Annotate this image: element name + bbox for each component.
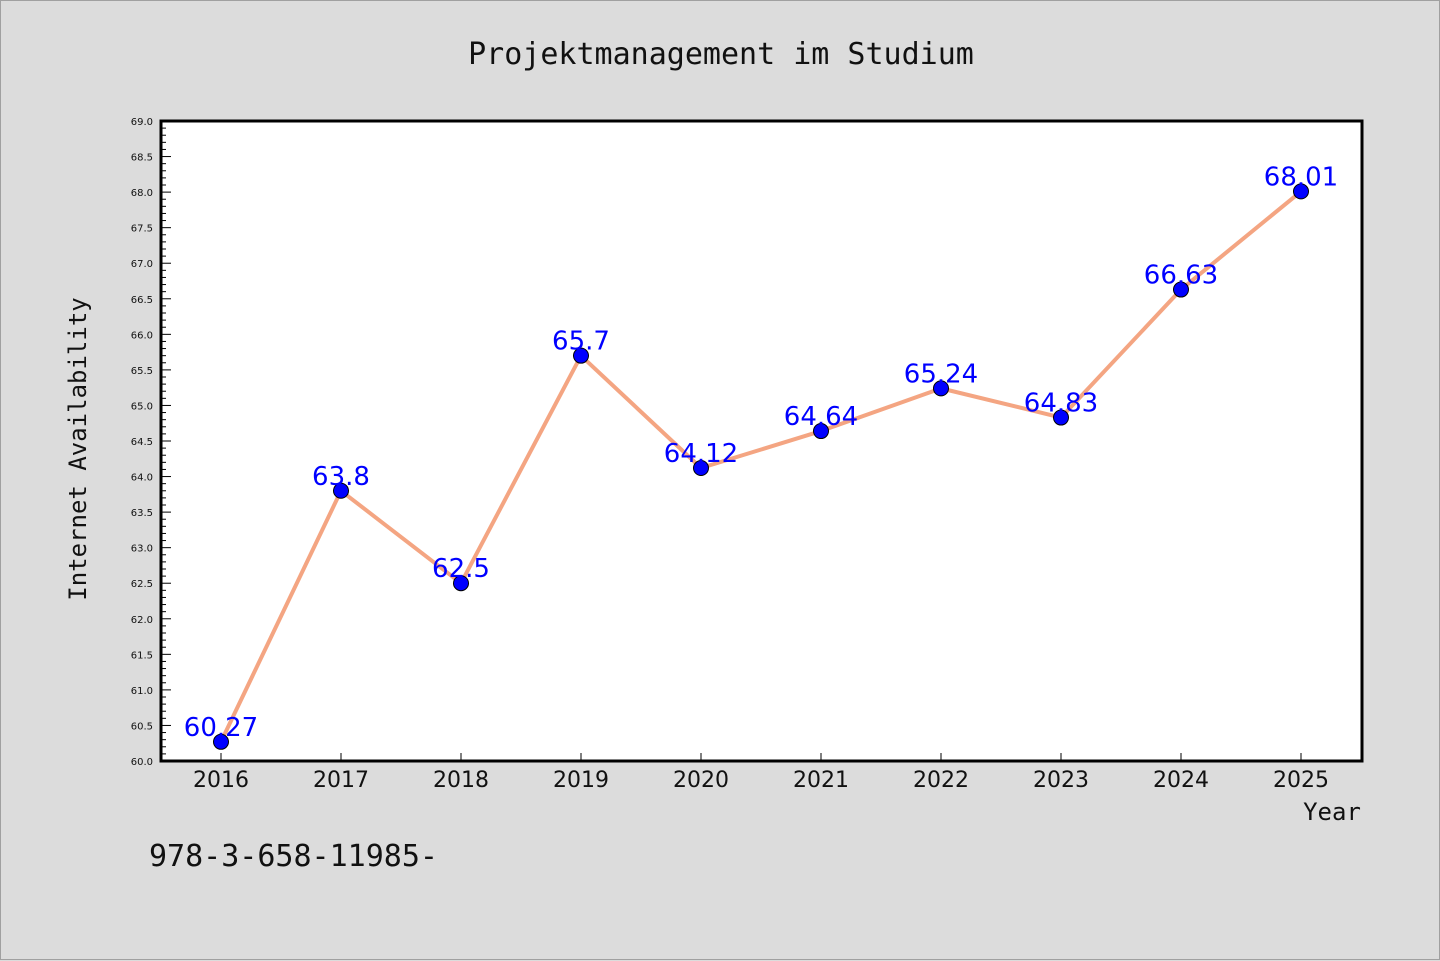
data-label: 66.63: [1144, 261, 1218, 291]
footer-isbn-text: 978-3-658-11985-: [149, 839, 438, 874]
data-point-marker: [1173, 281, 1189, 298]
y-tick-label: 64.0: [131, 473, 153, 484]
y-axis: 60.0 60.5 61.0 61.5 62.0 62.5 63.0 63.5 64.0 64.5…: [131, 117, 171, 768]
x-tick-label: 2021: [793, 768, 849, 793]
data-point-marker: [813, 423, 829, 440]
x-tick-label: 2025: [1273, 768, 1329, 793]
y-tick-label: 63.0: [131, 544, 153, 555]
x-tick-label: 2016: [193, 768, 249, 793]
y-axis-title: Internet Availability: [64, 297, 92, 600]
data-point-marker: [693, 460, 709, 477]
x-axis: 2016 2017 2018 2019 2020 2021 2022 2023 2024 2025: [193, 753, 1329, 793]
x-tick-label: 2024: [1153, 768, 1209, 793]
y-tick-label: 60.5: [131, 721, 153, 732]
data-label: 65.7: [552, 327, 610, 357]
y-tick-label: 66.5: [131, 295, 153, 306]
data-label: 64.83: [1024, 389, 1098, 419]
data-point-marker: [213, 733, 229, 750]
x-tick-label: 2018: [433, 768, 489, 793]
data-label: 62.5: [432, 554, 490, 584]
plot-area: [159, 119, 1364, 763]
y-tick-label: 64.5: [131, 437, 153, 448]
y-tick-label: 61.0: [131, 686, 153, 697]
series-line: [219, 189, 1303, 743]
data-point-marker: [933, 380, 949, 397]
x-tick-label: 2023: [1033, 768, 1089, 793]
y-tick-label: 67.5: [131, 224, 153, 235]
y-tick-label: 68.5: [131, 153, 153, 164]
y-tick-label: 65.0: [131, 401, 153, 412]
x-tick-label: 2022: [913, 768, 969, 793]
x-tick-label: 2017: [313, 768, 369, 793]
data-label: 68.01: [1264, 162, 1338, 192]
data-point-marker: [453, 575, 469, 592]
chart-title: Projektmanagement im Studium: [468, 37, 974, 72]
y-tick-label: 60.0: [131, 757, 153, 768]
y-tick-label: 61.5: [131, 650, 153, 661]
data-label: 64.64: [784, 402, 858, 432]
y-tick-label: 67.0: [131, 259, 153, 270]
data-point-marker: [573, 347, 589, 364]
data-label-group: 60.27 63.8 62.5 65.7 64.12 64.64 65.24 64.83 66.…: [184, 162, 1338, 742]
data-point-marker: [333, 482, 349, 499]
y-tick-label: 66.0: [131, 330, 153, 341]
x-tick-label: 2019: [553, 768, 609, 793]
y-tick-label: 69.0: [131, 117, 153, 128]
y-tick-label: 62.5: [131, 579, 153, 590]
y-tick-label: 63.5: [131, 508, 153, 519]
x-tick-label: 2020: [673, 768, 729, 793]
data-label: 63.8: [312, 462, 370, 492]
series-line-group: [213, 183, 1309, 750]
y-tick-label: 62.0: [131, 615, 153, 626]
y-tick-label: 68.0: [131, 188, 153, 199]
data-label: 60.27: [184, 713, 258, 743]
y-tick-label: 65.5: [131, 366, 153, 377]
data-label: 64.12: [664, 439, 738, 469]
data-point-marker: [1053, 409, 1069, 426]
data-point-marker: [1293, 183, 1309, 200]
x-axis-title: Year: [1303, 798, 1361, 826]
data-label: 65.24: [904, 359, 978, 389]
